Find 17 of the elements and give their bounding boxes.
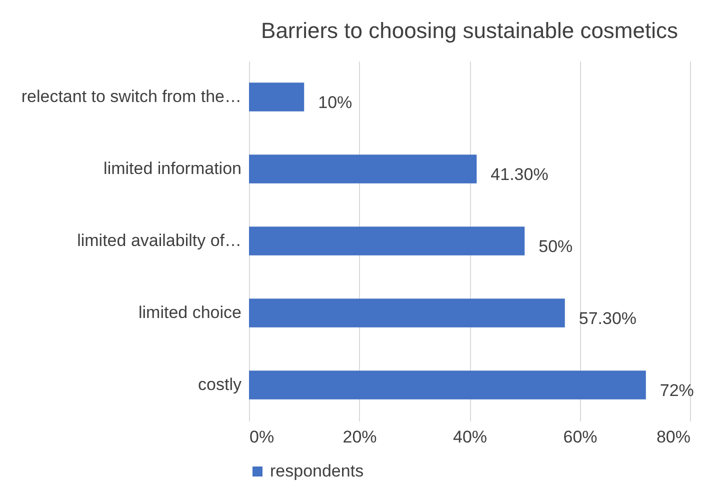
x-tick-label: 60% bbox=[563, 428, 598, 446]
data-label: 72% bbox=[660, 381, 694, 400]
x-tick-label: 0% bbox=[250, 428, 274, 446]
data-label: 57.30% bbox=[578, 309, 637, 328]
y-tick-label: limited availabilty of… bbox=[77, 231, 242, 250]
y-tick-label: limited choice bbox=[138, 303, 242, 322]
data-label: 10% bbox=[318, 93, 352, 112]
y-tick-label: limited information bbox=[104, 159, 242, 178]
data-label: 41.30% bbox=[490, 165, 548, 184]
x-tick-label: 20% bbox=[342, 428, 377, 446]
data-label: 50% bbox=[538, 237, 573, 256]
x-tick-label: 80% bbox=[656, 428, 690, 446]
x-tick-label: 40% bbox=[452, 428, 488, 446]
chart-title: Barriers to choosing sustainable cosmetics bbox=[261, 18, 678, 43]
y-tick-label: costly bbox=[198, 375, 242, 394]
legend-label: respondents bbox=[270, 462, 364, 480]
y-tick-label: relectant to switch from the… bbox=[21, 87, 242, 106]
